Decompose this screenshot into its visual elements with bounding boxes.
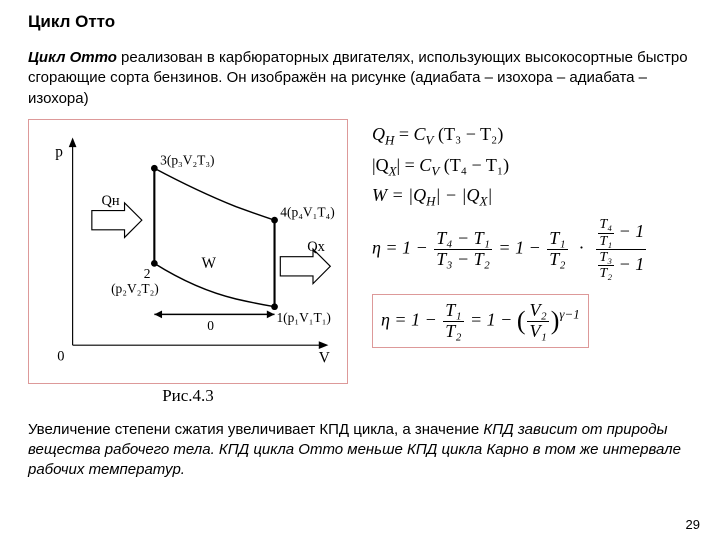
svg-text:0: 0 <box>207 318 214 333</box>
svg-text:2: 2 <box>144 266 151 281</box>
figure-wrapper: p V 0 3(p₃V₂T₃) 4(p₄V₁T₄) <box>28 119 348 406</box>
svg-text:W: W <box>201 255 216 272</box>
svg-text:1(p₁V₁T₁): 1(p₁V₁T₁) <box>276 310 330 325</box>
intro-lead: Цикл Отто <box>28 49 117 66</box>
footer-paragraph: Увеличение степени сжатия увеличивает КП… <box>28 420 700 481</box>
svg-text:Qx: Qx <box>307 239 325 255</box>
svg-text:3(p₃V₂T₃): 3(p₃V₂T₃) <box>160 152 214 167</box>
figure-box: p V 0 3(p₃V₂T₃) 4(p₄V₁T₄) <box>28 119 348 384</box>
equation-eta-boxed: η = 1 − T₁T₂ = 1 − (V₂V₁)γ−1 <box>372 294 589 349</box>
qx-arrow-icon: Qx <box>280 239 330 284</box>
equations-block: QH = CV (T₃ − T₂) |QX| = CV (T₄ − T₁) W … <box>372 119 648 349</box>
equation-qh: QH = CV (T₃ − T₂) <box>372 125 648 148</box>
equation-qx: |QX| = CV (T₄ − T₁) <box>372 156 648 179</box>
equation-eta-long: η = 1 − T₄ − T₁T₃ − T₂ = 1 − T₁T₂ · T₄T₁… <box>372 217 648 282</box>
page-title: Цикл Отто <box>28 12 700 32</box>
svg-text:0: 0 <box>57 348 64 364</box>
page-number: 29 <box>686 517 700 532</box>
equation-w: W = |QH| − |QX| <box>372 186 648 209</box>
otto-cycle-diagram: p V 0 3(p₃V₂T₃) 4(p₄V₁T₄) <box>33 124 343 374</box>
intro-paragraph: Цикл Отто реализован в карбюраторных дви… <box>28 48 700 109</box>
qh-arrow-icon: Qн <box>92 193 142 238</box>
footer-plain: Увеличение степени сжатия увеличивает КП… <box>28 421 483 438</box>
svg-text:(p₂V₂T₂): (p₂V₂T₂) <box>111 281 159 296</box>
svg-text:V: V <box>319 349 330 366</box>
figure-caption: Рис.4.3 <box>28 386 348 406</box>
svg-text:p: p <box>55 143 63 160</box>
svg-text:Qн: Qн <box>101 193 119 209</box>
intro-text: реализован в карбюраторных двигателях, и… <box>28 49 688 107</box>
svg-text:4(p₄V₁T₄): 4(p₄V₁T₄) <box>280 204 334 219</box>
